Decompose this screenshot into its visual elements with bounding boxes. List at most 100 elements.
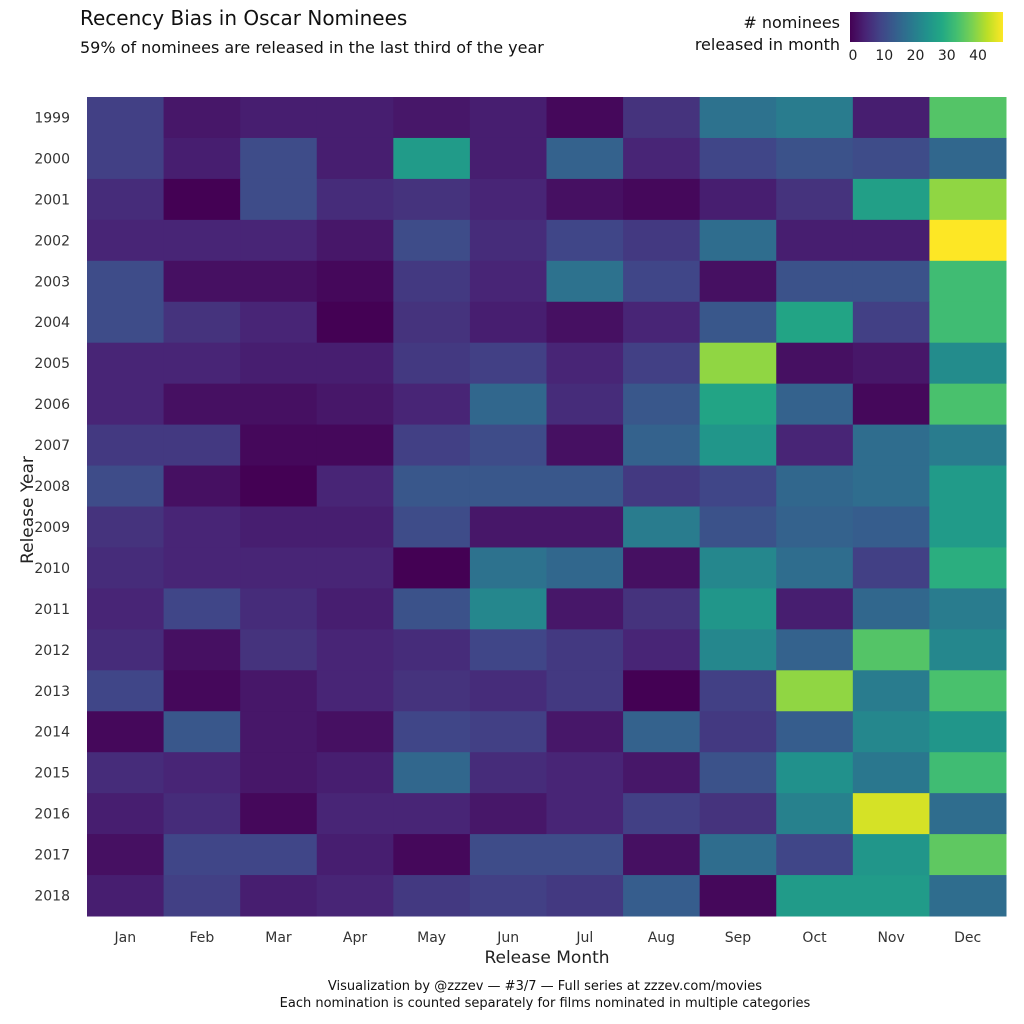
heatmap-cell-2017-Jul xyxy=(546,834,624,876)
heatmap-cell-2008-Sep xyxy=(699,465,777,507)
heatmap-cell-2015-May xyxy=(393,752,471,794)
heatmap-cell-2011-Jun xyxy=(469,588,547,630)
heatmap-cell-2012-Sep xyxy=(699,629,777,671)
x-tick-label: Apr xyxy=(343,930,367,946)
heatmap-cell-2010-Nov xyxy=(852,547,930,589)
x-tick-label: Feb xyxy=(189,930,214,946)
heatmap-cell-2009-Apr xyxy=(316,506,394,548)
heatmap-cell-2008-Jul xyxy=(546,465,624,507)
legend-title: # nominees released in month xyxy=(695,12,840,56)
heatmap-cell-2014-Aug xyxy=(623,711,701,753)
x-tick-label: Jun xyxy=(496,930,519,946)
heatmap-cell-2008-Jan xyxy=(87,465,165,507)
heatmap-cell-2004-Apr xyxy=(316,301,394,344)
heatmap-cell-2006-Dec xyxy=(929,383,1007,426)
heatmap-cell-1999-Jul xyxy=(546,97,624,139)
heatmap-cell-2015-Feb xyxy=(163,752,241,794)
y-tick-label: 2000 xyxy=(34,151,70,167)
heatmap-cell-2004-Sep xyxy=(699,301,777,344)
x-tick-label: Mar xyxy=(265,930,292,946)
y-tick-label: 2005 xyxy=(34,356,70,372)
heatmap-cell-2011-Feb xyxy=(163,588,241,630)
heatmap-cell-2013-Apr xyxy=(316,670,394,712)
heatmap-cell-2013-Oct xyxy=(776,670,854,712)
y-tick-label: 2015 xyxy=(34,766,70,782)
heatmap-cell-2005-Aug xyxy=(623,342,701,385)
heatmap-cell-2016-Apr xyxy=(316,793,394,835)
heatmap-cell-2005-Dec xyxy=(929,342,1007,385)
x-tick-label: Dec xyxy=(954,930,981,946)
heatmap-cell-2007-Oct xyxy=(776,424,854,467)
heatmap-cell-2010-Feb xyxy=(163,547,241,589)
heatmap-cell-2003-May xyxy=(393,260,471,303)
legend-tick-label: 0 xyxy=(848,48,858,64)
heatmap-cell-2013-Mar xyxy=(240,670,318,712)
heatmap-cell-2014-Mar xyxy=(240,711,318,753)
y-axis-label: Release Year xyxy=(18,456,38,564)
heatmap-cell-2011-Nov xyxy=(852,588,930,630)
heatmap-cell-2015-Jan xyxy=(87,752,165,794)
heatmap-cell-1999-Nov xyxy=(852,97,930,139)
heatmap-cell-2012-Oct xyxy=(776,629,854,671)
heatmap-cell-2000-Aug xyxy=(623,137,701,180)
y-tick-label: 2009 xyxy=(34,520,70,536)
heatmap-cell-2004-Mar xyxy=(240,301,318,344)
heatmap-cell-2001-Jul xyxy=(546,178,624,221)
heatmap-cell-2016-Mar xyxy=(240,793,318,835)
caption-line1: Visualization by @zzzev — #3/7 — Full se… xyxy=(327,979,763,994)
heatmap-cell-2017-May xyxy=(393,834,471,876)
heatmap-cell-2014-Jun xyxy=(469,711,547,753)
heatmap-cell-2005-Feb xyxy=(163,342,241,385)
x-tick-label: Nov xyxy=(877,930,904,946)
heatmap-cell-2016-Jun xyxy=(469,793,547,835)
heatmap-cell-2013-Aug xyxy=(623,670,701,712)
heatmap-cell-2012-Nov xyxy=(852,629,930,671)
heatmap-cell-2010-Sep xyxy=(699,547,777,589)
heatmap-cell-2015-Jul xyxy=(546,752,624,794)
heatmap-cell-2007-Feb xyxy=(163,424,241,467)
heatmap-cell-2000-Feb xyxy=(163,137,241,180)
x-axis-label: Release Month xyxy=(484,948,610,968)
y-tick-label: 2008 xyxy=(34,479,70,495)
heatmap-cell-2011-Oct xyxy=(776,588,854,630)
heatmap-cell-2003-Feb xyxy=(163,260,241,303)
heatmap-cell-2016-Nov xyxy=(852,793,930,835)
y-tick-label: 2011 xyxy=(34,602,70,618)
heatmap-cell-2000-May xyxy=(393,137,471,180)
heatmap-cell-2007-Dec xyxy=(929,424,1007,467)
chart-title: Recency Bias in Oscar Nominees xyxy=(80,6,408,30)
heatmap-cell-2017-Jan xyxy=(87,834,165,876)
heatmap-cell-2018-Aug xyxy=(623,875,701,917)
heatmap-cell-2008-Aug xyxy=(623,465,701,507)
heatmap-cell-1999-May xyxy=(393,97,471,139)
heatmap-cell-2014-Sep xyxy=(699,711,777,753)
x-tick-label: Sep xyxy=(725,930,752,946)
heatmap-cell-2001-Feb xyxy=(163,178,241,221)
heatmap-cell-2011-Dec xyxy=(929,588,1007,630)
heatmap-cell-2001-Sep xyxy=(699,178,777,221)
heatmap-cell-2014-Dec xyxy=(929,711,1007,753)
heatmap-cell-2013-Nov xyxy=(852,670,930,712)
heatmap-cell-2013-Jun xyxy=(469,670,547,712)
y-tick-label: 2001 xyxy=(34,192,70,208)
legend-tick-label: 40 xyxy=(969,48,987,64)
heatmap-cell-2004-Feb xyxy=(163,301,241,344)
heatmap-cell-2004-May xyxy=(393,301,471,344)
heatmap-cell-2009-Jul xyxy=(546,506,624,548)
heatmap-cell-2016-Oct xyxy=(776,793,854,835)
y-tick-label: 2003 xyxy=(34,274,70,290)
heatmap-cell-2005-Jul xyxy=(546,342,624,385)
y-tick-label: 1999 xyxy=(34,110,70,126)
heatmap-cell-2017-Apr xyxy=(316,834,394,876)
heatmap-cell-2016-Dec xyxy=(929,793,1007,835)
heatmap-cell-2003-Apr xyxy=(316,260,394,303)
heatmap-cell-2018-Dec xyxy=(929,875,1007,917)
heatmap-cell-2014-Nov xyxy=(852,711,930,753)
heatmap-cell-2018-Jun xyxy=(469,875,547,917)
heatmap-cell-2014-May xyxy=(393,711,471,753)
heatmap-cell-2010-Jul xyxy=(546,547,624,589)
heatmap-cell-2004-Jun xyxy=(469,301,547,344)
heatmap-cell-2016-Feb xyxy=(163,793,241,835)
heatmap-cell-2008-Jun xyxy=(469,465,547,507)
